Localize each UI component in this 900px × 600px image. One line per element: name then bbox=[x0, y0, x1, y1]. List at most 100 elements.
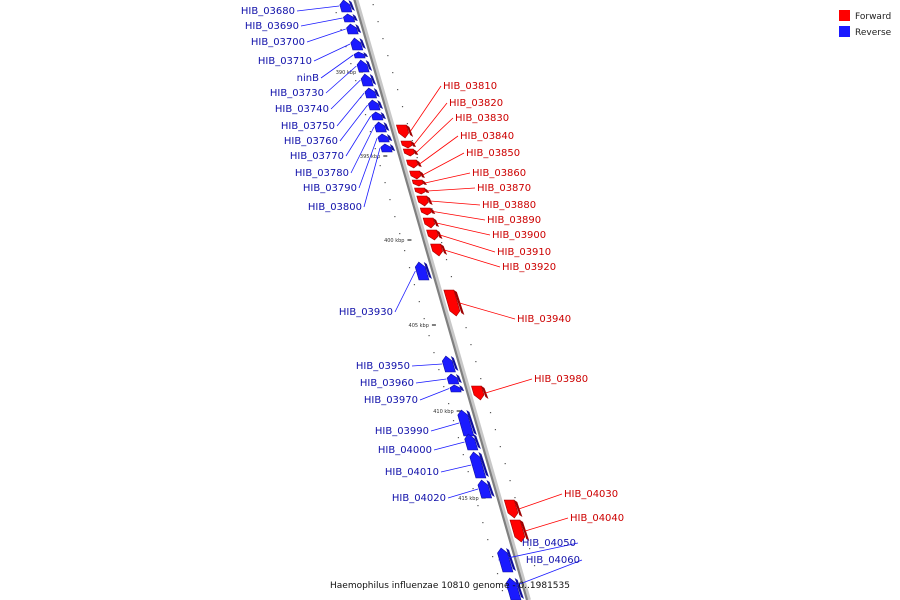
forward-gene-arrow bbox=[426, 229, 439, 241]
gene-side-face bbox=[423, 262, 432, 279]
gene-label[interactable]: HIB_03860 bbox=[472, 168, 526, 179]
legend-reverse-label: Reverse bbox=[855, 28, 892, 38]
gene-label[interactable]: HIB_03940 bbox=[517, 314, 571, 325]
gene-side-face bbox=[514, 500, 523, 517]
minor-tick-right bbox=[489, 412, 492, 414]
gene-label[interactable]: HIB_03750 bbox=[281, 121, 335, 132]
gene-side-face bbox=[359, 38, 366, 49]
gene-label[interactable]: HIB_03930 bbox=[339, 307, 393, 318]
gene-side-face bbox=[377, 100, 384, 109]
gene-label[interactable]: HIB_04010 bbox=[385, 467, 439, 478]
minor-tick-right bbox=[480, 378, 482, 380]
gene-side-face bbox=[456, 374, 462, 383]
legend: Forward Reverse bbox=[839, 10, 892, 38]
gene-label[interactable]: HIB_03690 bbox=[245, 21, 299, 32]
tick-label: 390 kbp bbox=[336, 70, 356, 76]
reverse-gene-arrow bbox=[364, 87, 378, 99]
minor-tick-left bbox=[472, 488, 474, 490]
gene-leader-line bbox=[506, 559, 583, 590]
gene-label[interactable]: ninB bbox=[297, 73, 319, 84]
minor-tick-right bbox=[431, 208, 433, 210]
gene-leader-line bbox=[330, 79, 361, 110]
minor-tick-right bbox=[411, 140, 413, 142]
gene-label[interactable]: HIB_03810 bbox=[443, 81, 497, 92]
minor-tick-right bbox=[450, 276, 453, 278]
gene-label[interactable]: HIB_04030 bbox=[564, 489, 618, 500]
gene-label[interactable]: HIB_03890 bbox=[487, 215, 541, 226]
gene-label[interactable]: HIB_03950 bbox=[356, 361, 410, 372]
minor-tick-left bbox=[394, 216, 396, 218]
gene-leader-line bbox=[440, 464, 472, 473]
gene-label[interactable]: HIB_03970 bbox=[364, 395, 418, 406]
gene-side-face bbox=[450, 356, 459, 371]
legend-reverse-swatch bbox=[839, 26, 850, 37]
gene-label[interactable]: HIB_03680 bbox=[241, 6, 295, 17]
gene-label[interactable]: HIB_04020 bbox=[392, 493, 446, 504]
gene-side-face bbox=[433, 218, 440, 227]
backbone-shadow bbox=[354, 0, 531, 600]
gene-label[interactable]: HIB_03790 bbox=[303, 183, 357, 194]
gene-side-face bbox=[410, 141, 417, 147]
gene-label[interactable]: HIB_03760 bbox=[284, 136, 338, 147]
gene-label[interactable]: HIB_04060 bbox=[526, 555, 580, 566]
reverse-gene-arrow bbox=[356, 59, 370, 73]
gene-leader-line bbox=[350, 126, 375, 174]
gene-label[interactable]: HIB_03700 bbox=[251, 37, 305, 48]
gene-label[interactable]: HIB_03920 bbox=[502, 262, 556, 273]
gene-side-face bbox=[486, 480, 495, 497]
gene-leader-line bbox=[485, 378, 533, 394]
reverse-gene-arrow bbox=[380, 143, 393, 153]
gene-label[interactable]: HIB_03990 bbox=[375, 426, 429, 437]
gene-label[interactable]: HIB_03710 bbox=[258, 56, 312, 67]
forward-gene-arrow bbox=[443, 289, 461, 317]
forward-gene-arrow bbox=[419, 207, 432, 216]
gene-side-face bbox=[481, 386, 489, 399]
gene-side-face bbox=[436, 230, 443, 239]
gene-label[interactable]: HIB_03830 bbox=[455, 113, 509, 124]
minor-tick-left bbox=[350, 63, 352, 65]
minor-tick-right bbox=[499, 446, 501, 448]
gene-label[interactable]: HIB_03780 bbox=[295, 168, 349, 179]
gene-side-face bbox=[355, 24, 362, 33]
gene-leader-line bbox=[433, 211, 486, 221]
gene-side-face bbox=[419, 171, 425, 178]
minor-tick-right bbox=[514, 497, 516, 499]
genome-backbone bbox=[353, 0, 531, 600]
minor-tick-right bbox=[509, 480, 511, 482]
minor-tick-right bbox=[441, 242, 443, 244]
gene-leader-line bbox=[430, 200, 481, 206]
gene-leader-line bbox=[313, 43, 351, 62]
gene-label[interactable]: HIB_03960 bbox=[360, 378, 414, 389]
minor-tick-left bbox=[433, 352, 435, 354]
gene-leader-line bbox=[300, 17, 343, 27]
gene-leader-line bbox=[430, 422, 460, 432]
minor-tick-right bbox=[372, 4, 374, 6]
gene-leader-line bbox=[363, 147, 381, 208]
gene-label[interactable]: HIB_03730 bbox=[270, 88, 324, 99]
gene-label[interactable]: HIB_03880 bbox=[482, 200, 536, 211]
gene-leader-line bbox=[444, 249, 501, 268]
minor-tick-left bbox=[482, 522, 484, 524]
gene-label[interactable]: HIB_03740 bbox=[275, 104, 329, 115]
reverse-gene-arrow bbox=[371, 111, 384, 121]
reverse-gene-arrow bbox=[353, 51, 366, 59]
gene-label[interactable]: HIB_04040 bbox=[570, 513, 624, 524]
minor-tick-right bbox=[401, 106, 404, 108]
gene-label[interactable]: HIB_04000 bbox=[378, 445, 432, 456]
gene-label[interactable]: HIB_03840 bbox=[460, 131, 514, 142]
gene-label[interactable]: HIB_03820 bbox=[449, 98, 503, 109]
legend-forward-label: Forward bbox=[855, 12, 891, 22]
gene-label[interactable]: HIB_03770 bbox=[290, 151, 344, 162]
forward-gene-arrow bbox=[395, 124, 410, 139]
gene-side-face bbox=[413, 149, 419, 155]
gene-label[interactable]: HIB_03980 bbox=[534, 374, 588, 385]
gene-label[interactable]: HIB_04050 bbox=[522, 538, 576, 549]
gene-label[interactable]: HIB_03900 bbox=[492, 230, 546, 241]
gene-label[interactable]: HIB_03870 bbox=[477, 183, 531, 194]
gene-label[interactable]: HIB_03850 bbox=[466, 148, 520, 159]
gene-label[interactable]: HIB_03800 bbox=[308, 202, 362, 213]
reverse-gene-arrow bbox=[464, 433, 479, 451]
forward-gene-arrow bbox=[409, 170, 422, 180]
gene-label[interactable]: HIB_03910 bbox=[497, 247, 551, 258]
gene-leader-line bbox=[422, 152, 465, 176]
